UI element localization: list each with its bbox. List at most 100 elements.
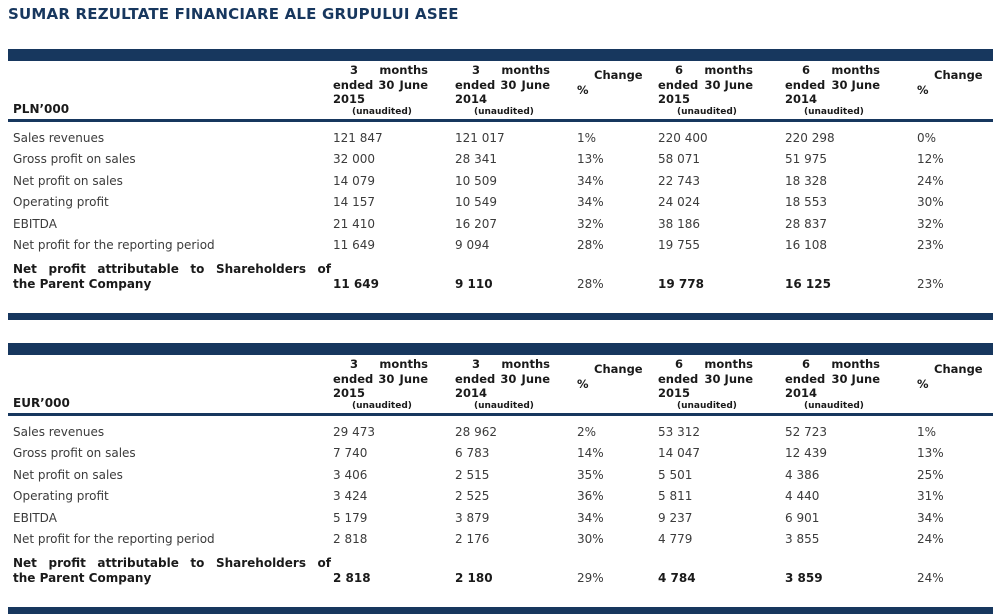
column-header-text: 6: [675, 63, 684, 77]
column-header-text: 30: [378, 77, 395, 92]
table-bottom-bar: [8, 607, 993, 614]
header-line: Change: [577, 362, 658, 377]
row-label-line: Net profit attributable to Shareholders …: [13, 556, 331, 570]
header-line: 2014: [785, 92, 880, 107]
column-header-text: 2015: [333, 92, 366, 106]
header-line: 2014: [455, 386, 550, 401]
value-cell: 11 649: [333, 277, 379, 291]
column-header-text: 30: [500, 371, 517, 386]
row-label-line: EBITDA: [13, 510, 57, 525]
value-cell: 9 237: [658, 510, 693, 525]
value-cell: 3 406: [333, 467, 368, 482]
header-row: EUR’000 3 months ended 30 June 2015 (unaudited)…: [8, 355, 993, 416]
column-header-period: 6 months ended 30 June 2015 (unaudited): [658, 61, 785, 122]
column-header-text: ended: [333, 371, 374, 386]
value-cell: 10 549: [455, 195, 497, 209]
column-header-period: 3 months ended 30 June 2015 (unaudited): [333, 61, 455, 122]
row-label: Net profit on sales: [8, 465, 333, 487]
column-header-text: %: [917, 82, 929, 97]
change-percent-cell: 28%: [577, 238, 604, 252]
column-header-text: 2015: [333, 386, 366, 400]
unaudited-note: [917, 399, 993, 413]
header-line: 2015: [658, 92, 753, 107]
column-header-text: June: [399, 77, 428, 92]
column-header-text: 2015: [658, 92, 691, 106]
change-percent-cell: 2%: [577, 424, 597, 439]
table-row: Sales revenues 29 473 28 962 2% 53 312 52 723…: [8, 415, 993, 444]
value-cell: 3 424: [333, 489, 368, 503]
header-line: Change: [917, 362, 993, 377]
change-percent-cell: 23%: [917, 277, 944, 291]
table-body: Sales revenues 121 847 121 017 1% 220 400 220…: [8, 121, 993, 298]
value-cell: 2 525: [455, 489, 490, 503]
row-label-line: EBITDA: [13, 216, 57, 231]
column-header-text: 30: [378, 371, 395, 386]
table-row: Operating profit 14 157 10 549 34% 24 024 18 …: [8, 193, 993, 215]
column-header-text: June: [399, 371, 428, 386]
column-header-text: Change: [594, 68, 643, 82]
change-percent-cell: 25%: [917, 467, 944, 482]
row-label: Operating profit: [8, 193, 333, 215]
column-header-text: %: [917, 376, 929, 391]
value-cell: 2 818: [333, 571, 371, 585]
row-label: EBITDA: [8, 214, 333, 236]
column-header-text: 2014: [455, 92, 488, 106]
change-percent-cell: 1%: [917, 424, 937, 439]
column-header-text: ended: [455, 371, 496, 386]
header-line: ended 30 June: [785, 78, 880, 93]
column-header-text: ended: [658, 371, 699, 386]
change-percent-cell: 32%: [577, 216, 604, 231]
column-header-text: 2014: [785, 92, 818, 106]
change-percent-cell: 12%: [917, 152, 944, 166]
column-header-text: months: [704, 63, 753, 77]
eur-results-table: EUR’000 3 months ended 30 June 2015 (unaudited)…: [8, 343, 993, 614]
column-header-text: ended: [333, 77, 374, 92]
value-cell: 121 847: [333, 130, 383, 145]
value-cell: 14 047: [658, 446, 700, 460]
row-label: Net profit attributable to Shareholders …: [8, 257, 333, 297]
row-label-line: Operating profit: [13, 195, 109, 209]
row-label-line: Net profit attributable to Shareholders …: [13, 262, 331, 276]
column-header-text: 3: [350, 63, 359, 77]
column-header-text: months: [379, 63, 428, 77]
header-line: 6 months: [785, 357, 880, 372]
value-cell: 21 410: [333, 216, 375, 231]
value-cell: 29 473: [333, 424, 375, 439]
header-row: PLN’000 3 months ended 30 June 2015 (unaudited)…: [8, 61, 993, 122]
column-header-text: 30 June: [704, 371, 753, 386]
unit-label: EUR’000: [8, 355, 333, 416]
change-percent-cell: 32%: [917, 216, 944, 231]
table-row: Operating profit 3 424 2 525 36% 5 811 4 440 3…: [8, 487, 993, 509]
column-header-period: 3 months ended 30 June 2015 (unaudited): [333, 355, 455, 416]
header-line: %: [917, 83, 993, 98]
header-line: 3 months: [333, 63, 428, 78]
value-cell: 6 901: [785, 510, 820, 525]
row-label: Net profit for the reporting period: [8, 236, 333, 258]
value-cell: 7 740: [333, 446, 368, 460]
value-cell: 3 859: [785, 571, 823, 585]
table-row: Net profit attributable to Shareholders …: [8, 551, 993, 591]
row-label-line: Sales revenues: [13, 130, 105, 145]
value-cell: 18 328: [785, 173, 827, 188]
unaudited-note: (unaudited): [352, 106, 412, 117]
header-line: ended 30 June: [333, 78, 428, 93]
value-cell: 4 440: [785, 489, 820, 503]
unit-label: PLN’000: [8, 61, 333, 122]
table-row: Net profit for the reporting period 2 818…: [8, 530, 993, 552]
header-line: ended 30 June: [658, 372, 753, 387]
pln-table-grid: PLN’000 3 months ended 30 June 2015 (unaudited)…: [8, 61, 993, 297]
change-percent-cell: 34%: [577, 173, 604, 188]
column-header-change: Change%: [917, 355, 993, 416]
value-cell: 3 855: [785, 532, 820, 546]
column-header-period: 6 months ended 30 June 2015 (unaudited): [658, 355, 785, 416]
column-header-text: months: [831, 63, 880, 77]
column-header-text: 2015: [658, 386, 691, 400]
table-row: Net profit attributable to Shareholders …: [8, 257, 993, 297]
column-header-text: months: [704, 357, 753, 371]
table-row: Gross profit on sales 7 740 6 783 14% 14 047…: [8, 444, 993, 466]
table-row: Sales revenues 121 847 121 017 1% 220 400 220…: [8, 121, 993, 150]
value-cell: 51 975: [785, 152, 827, 166]
row-label-line: Gross profit on sales: [13, 152, 136, 166]
change-percent-cell: 13%: [917, 446, 944, 460]
value-cell: 18 553: [785, 195, 827, 209]
